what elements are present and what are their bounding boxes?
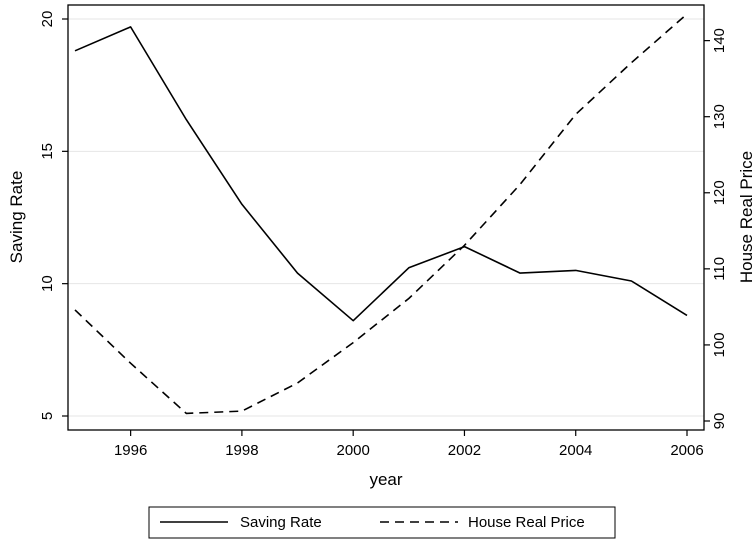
right-tick-label-140: 140 <box>711 28 728 53</box>
x-tick-label-2006: 2006 <box>670 442 703 459</box>
legend-label-house-real-price: House Real Price <box>468 514 585 531</box>
x-axis: 1996 1998 2000 2002 2004 2006 <box>114 430 704 459</box>
right-tick-label-130: 130 <box>711 104 728 129</box>
x-tick-label-1998: 1998 <box>225 442 258 459</box>
left-axis-title: Saving Rate <box>7 171 26 264</box>
legend-label-saving-rate: Saving Rate <box>240 514 322 531</box>
series-layer <box>74 13 688 415</box>
left-axis: 5 10 15 20 <box>39 11 68 420</box>
left-tick-label-20: 20 <box>39 11 56 28</box>
right-tick-label-120: 120 <box>711 180 728 205</box>
x-tick-label-2002: 2002 <box>448 442 481 459</box>
legend: Saving Rate House Real Price <box>148 506 616 539</box>
x-axis-title: year <box>369 470 402 489</box>
grid-lines <box>68 18 704 417</box>
x-tick-label-2004: 2004 <box>559 442 592 459</box>
right-axis-title: House Real Price <box>737 151 756 283</box>
series-line-saving-rate <box>74 26 688 322</box>
plot-frame <box>67 4 705 431</box>
x-tick-label-1996: 1996 <box>114 442 147 459</box>
right-tick-label-90: 90 <box>711 413 728 430</box>
right-tick-label-100: 100 <box>711 332 728 357</box>
right-tick-label-110: 110 <box>711 257 728 281</box>
left-tick-label-15: 15 <box>39 143 56 160</box>
left-tick-label-5: 5 <box>39 412 56 420</box>
x-tick-label-2000: 2000 <box>336 442 369 459</box>
series-line-house-real-price <box>74 13 688 415</box>
left-tick-label-10: 10 <box>39 275 56 292</box>
right-axis: 90 100 110 120 130 140 <box>704 28 728 429</box>
